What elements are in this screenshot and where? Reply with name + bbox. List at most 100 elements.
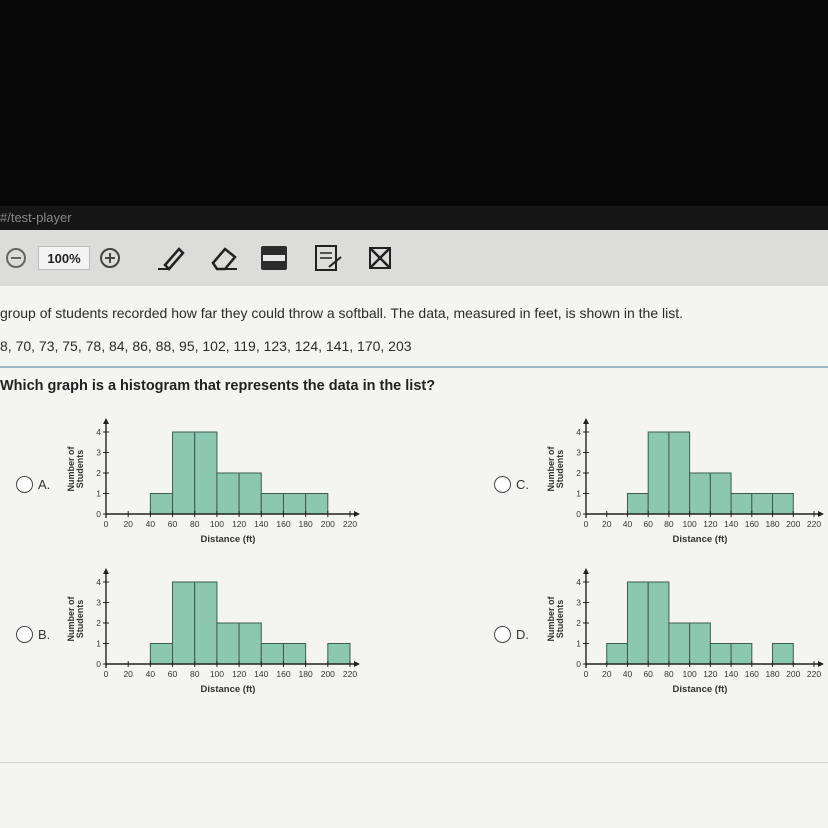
x-axis-arrow [354, 661, 360, 667]
option-d-label: D. [516, 627, 529, 642]
line-reader-icon[interactable] [258, 242, 290, 274]
histogram-bar [626, 581, 649, 665]
histogram-bar [772, 643, 794, 665]
x-tick-label: 220 [343, 669, 357, 679]
x-tick-label: 0 [104, 519, 109, 529]
x-axis-arrow [818, 511, 824, 517]
x-tick-label: 100 [210, 669, 224, 679]
radio-b[interactable] [16, 626, 33, 643]
x-tick-label: 120 [703, 669, 717, 679]
x-tick-label: 200 [786, 669, 800, 679]
histogram-bar [626, 493, 649, 515]
x-tick-label: 180 [299, 519, 313, 529]
y-tick-label: 1 [96, 489, 101, 499]
y-axis-title: Number ofStudents [546, 595, 565, 641]
radio-a[interactable] [16, 476, 33, 493]
zoom-in-icon[interactable] [94, 242, 126, 274]
histogram-bar [730, 643, 753, 665]
y-axis-arrow [103, 418, 109, 424]
x-axis-arrow [818, 661, 824, 667]
histogram-bar [282, 493, 307, 515]
x-tick-label: 120 [232, 519, 246, 529]
x-tick-label: 20 [602, 519, 612, 529]
x-tick-label: 20 [123, 669, 133, 679]
y-tick-label: 2 [576, 618, 581, 628]
y-axis-title-line: Number of [546, 445, 556, 491]
y-tick-label: 2 [96, 618, 101, 628]
eliminate-choice-icon[interactable] [364, 242, 396, 274]
x-tick-label: 0 [584, 669, 589, 679]
x-tick-label: 60 [643, 669, 653, 679]
x-tick-label: 160 [745, 669, 759, 679]
histogram-bar [260, 643, 284, 665]
eraser-icon[interactable] [208, 242, 240, 274]
option-c-label: C. [516, 477, 529, 492]
option-a[interactable]: A. [16, 476, 50, 493]
pencil-icon[interactable] [154, 242, 186, 274]
x-tick-label: 20 [602, 669, 612, 679]
test-player: 100% group of students recorded how far … [0, 230, 828, 828]
histogram-bar [305, 493, 329, 515]
y-axis-title-line: Students [555, 600, 565, 639]
x-axis-title: Distance (ft) [673, 534, 728, 545]
x-tick-label: 140 [254, 519, 268, 529]
x-tick-label: 200 [321, 669, 335, 679]
histogram-bar [327, 643, 351, 665]
question-prompt: group of students recorded how far they … [0, 305, 684, 321]
zoom-out-icon[interactable] [0, 242, 32, 274]
x-tick-label: 80 [190, 519, 200, 529]
option-b[interactable]: B. [16, 626, 50, 643]
x-axis-title: Distance (ft) [201, 684, 256, 695]
y-tick-label: 1 [96, 639, 101, 649]
address-bar[interactable]: #/test-player [0, 206, 828, 230]
x-tick-label: 80 [190, 669, 200, 679]
radio-d[interactable] [494, 626, 511, 643]
x-tick-label: 160 [276, 519, 290, 529]
histogram-bar [149, 643, 174, 665]
y-axis-title-line: Students [75, 600, 85, 639]
x-tick-label: 200 [786, 519, 800, 529]
notepad-icon[interactable] [312, 242, 344, 274]
data-list: 8, 70, 73, 75, 78, 84, 86, 88, 95, 102, … [0, 338, 412, 354]
y-axis-title-line: Number of [546, 595, 556, 641]
y-tick-label: 2 [576, 468, 581, 478]
y-tick-label: 0 [576, 659, 581, 669]
x-tick-label: 60 [643, 519, 653, 529]
option-b-label: B. [38, 627, 51, 642]
option-d[interactable]: D. [494, 626, 529, 643]
histogram-bar [772, 493, 794, 515]
y-tick-label: 0 [96, 509, 101, 519]
histogram-bar [194, 431, 218, 515]
x-tick-label: 20 [123, 519, 133, 529]
y-tick-label: 2 [96, 468, 101, 478]
separator [0, 366, 828, 368]
histogram-bar [751, 493, 774, 515]
x-tick-label: 60 [168, 669, 178, 679]
x-tick-label: 220 [807, 669, 821, 679]
y-tick-label: 3 [576, 448, 581, 458]
histogram-bar [689, 472, 711, 515]
histogram-bar [689, 622, 711, 665]
x-tick-label: 160 [745, 519, 759, 529]
histogram-bar [216, 622, 240, 665]
x-tick-label: 0 [104, 669, 109, 679]
y-tick-label: 1 [576, 639, 581, 649]
x-tick-label: 140 [254, 669, 268, 679]
y-axis-arrow [583, 568, 589, 574]
radio-c[interactable] [494, 476, 511, 493]
y-axis-title-line: Number of [66, 595, 76, 641]
option-c[interactable]: C. [494, 476, 529, 493]
y-tick-label: 3 [96, 448, 101, 458]
x-tick-label: 80 [664, 519, 674, 529]
y-axis-title: Number ofStudents [66, 445, 85, 491]
x-tick-label: 220 [343, 519, 357, 529]
y-tick-label: 0 [96, 659, 101, 669]
x-tick-label: 140 [724, 669, 738, 679]
x-tick-label: 160 [276, 669, 290, 679]
histogram-bar [149, 493, 174, 515]
histogram-bar [216, 472, 240, 515]
